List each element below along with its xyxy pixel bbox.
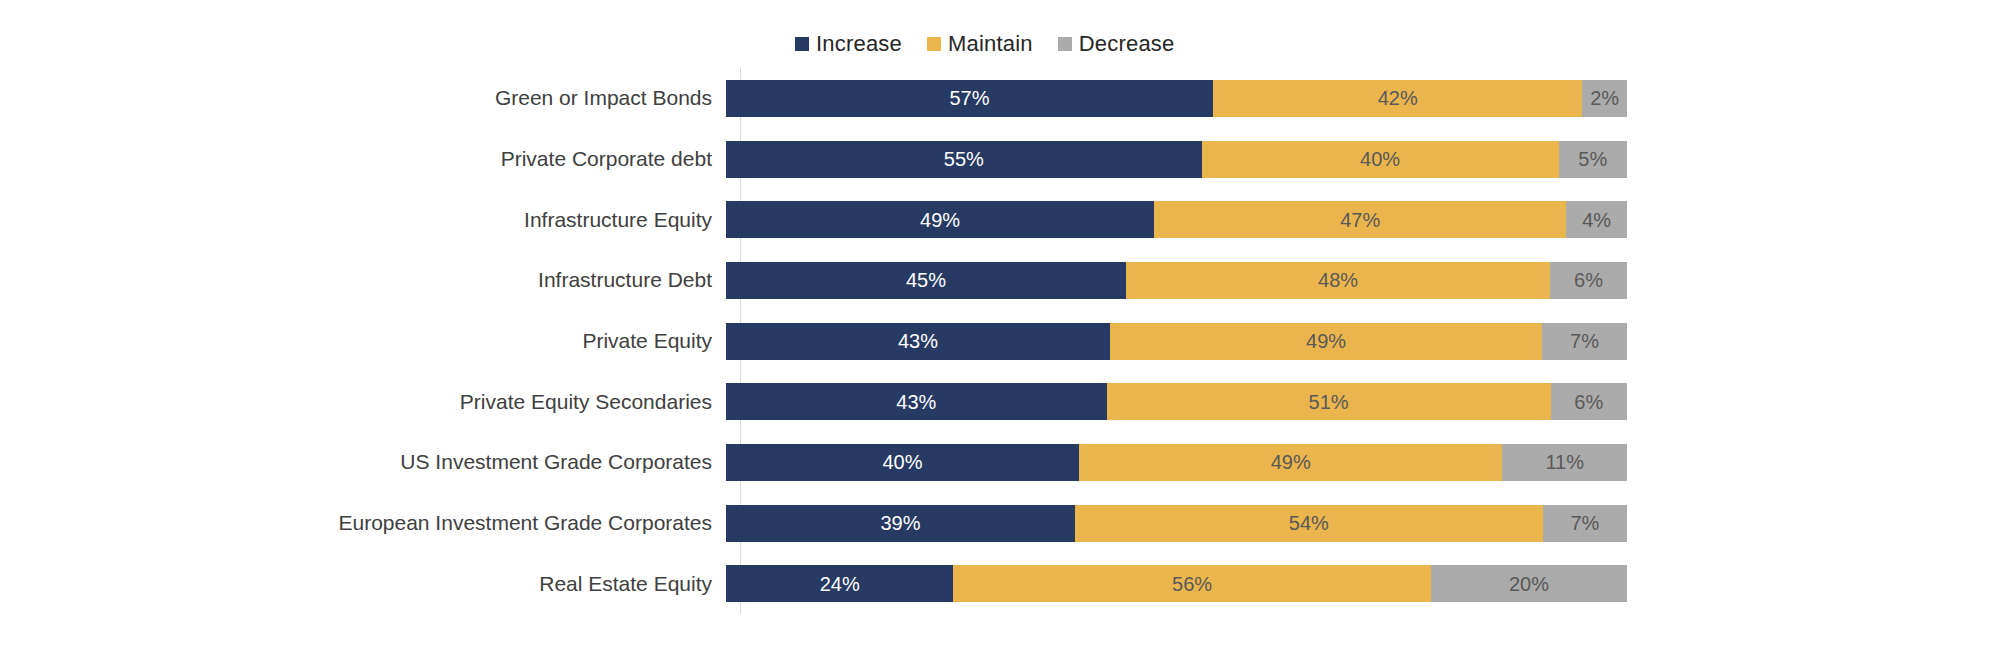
value-label: 45% bbox=[906, 270, 946, 290]
category-label: Green or Impact Bonds bbox=[0, 86, 726, 110]
bar-segment-maintain[interactable]: 54% bbox=[1075, 505, 1543, 542]
value-label: 51% bbox=[1309, 392, 1349, 412]
bar-segment-decrease[interactable]: 2% bbox=[1582, 80, 1627, 117]
value-label: 57% bbox=[949, 88, 989, 108]
bar-segment-maintain[interactable]: 48% bbox=[1126, 262, 1550, 299]
bar-row-european-investment-grade-corporates: European Investment Grade Corporates 39% 5… bbox=[0, 493, 1641, 554]
bar-row-infrastructure-equity: Infrastructure Equity 49% 47% 4% bbox=[0, 189, 1641, 250]
bar-segment-maintain[interactable]: 51% bbox=[1107, 383, 1551, 420]
plot-area: Green or Impact Bonds 57% 42% 2% Private Cor… bbox=[0, 68, 1641, 614]
bar-row-private-equity-secondaries: Private Equity Secondaries 43% 51% 6% bbox=[0, 371, 1641, 432]
value-label: 56% bbox=[1172, 574, 1212, 594]
value-label: 42% bbox=[1378, 88, 1418, 108]
bar-row-infrastructure-debt: Infrastructure Debt 45% 48% 6% bbox=[0, 250, 1641, 311]
stacked-bar: 40% 49% 11% bbox=[726, 444, 1627, 481]
legend-swatch-increase bbox=[795, 37, 809, 51]
value-label: 24% bbox=[820, 574, 860, 594]
value-label: 6% bbox=[1574, 392, 1603, 412]
stacked-bar: 43% 51% 6% bbox=[726, 383, 1627, 420]
value-label: 4% bbox=[1582, 210, 1611, 230]
bar-segment-increase[interactable]: 57% bbox=[726, 80, 1213, 117]
category-label: Private Equity bbox=[0, 329, 726, 353]
bar-segment-maintain[interactable]: 40% bbox=[1202, 141, 1559, 178]
legend-item-increase[interactable]: Increase bbox=[795, 31, 902, 57]
category-label: Infrastructure Debt bbox=[0, 268, 726, 292]
bar-segment-increase[interactable]: 43% bbox=[726, 383, 1107, 420]
bar-segment-increase[interactable]: 40% bbox=[726, 444, 1079, 481]
bar-segment-decrease[interactable]: 4% bbox=[1566, 201, 1627, 238]
value-label: 2% bbox=[1590, 88, 1619, 108]
legend-item-maintain[interactable]: Maintain bbox=[927, 31, 1033, 57]
chart-legend: Increase Maintain Decrease bbox=[795, 31, 1175, 57]
bar-segment-increase[interactable]: 45% bbox=[726, 262, 1126, 299]
value-label: 40% bbox=[1360, 149, 1400, 169]
value-label: 7% bbox=[1570, 513, 1599, 533]
category-label: European Investment Grade Corporates bbox=[0, 511, 726, 535]
value-label: 6% bbox=[1574, 270, 1603, 290]
bar-row-private-equity: Private Equity 43% 49% 7% bbox=[0, 311, 1641, 372]
legend-label: Decrease bbox=[1079, 31, 1175, 57]
value-label: 55% bbox=[944, 149, 984, 169]
value-label: 5% bbox=[1578, 149, 1607, 169]
stacked-bar: 43% 49% 7% bbox=[726, 323, 1627, 360]
bar-segment-maintain[interactable]: 47% bbox=[1154, 201, 1566, 238]
bar-segment-maintain[interactable]: 49% bbox=[1079, 444, 1502, 481]
legend-swatch-decrease bbox=[1058, 37, 1072, 51]
bar-row-green-or-impact-bonds: Green or Impact Bonds 57% 42% 2% bbox=[0, 68, 1641, 129]
category-label: Real Estate Equity bbox=[0, 572, 726, 596]
bar-row-real-estate-equity: Real Estate Equity 24% 56% 20% bbox=[0, 553, 1641, 614]
bar-segment-increase[interactable]: 24% bbox=[726, 565, 953, 602]
stacked-bar: 45% 48% 6% bbox=[726, 262, 1627, 299]
legend-label: Increase bbox=[816, 31, 902, 57]
stacked-bar: 24% 56% 20% bbox=[726, 565, 1627, 602]
bar-segment-increase[interactable]: 55% bbox=[726, 141, 1202, 178]
bar-segment-decrease[interactable]: 20% bbox=[1431, 565, 1627, 602]
value-label: 7% bbox=[1570, 331, 1599, 351]
bar-segment-maintain[interactable]: 49% bbox=[1110, 323, 1542, 360]
value-label: 49% bbox=[1271, 452, 1311, 472]
bar-segment-maintain[interactable]: 56% bbox=[953, 565, 1430, 602]
category-label: Private Corporate debt bbox=[0, 147, 726, 171]
bar-segment-increase[interactable]: 43% bbox=[726, 323, 1110, 360]
value-label: 49% bbox=[920, 210, 960, 230]
bar-segment-decrease[interactable]: 6% bbox=[1550, 262, 1627, 299]
category-label: Infrastructure Equity bbox=[0, 208, 726, 232]
value-label: 49% bbox=[1306, 331, 1346, 351]
bar-row-us-investment-grade-corporates: US Investment Grade Corporates 40% 49% 11% bbox=[0, 432, 1641, 493]
value-label: 47% bbox=[1340, 210, 1380, 230]
bar-segment-decrease[interactable]: 5% bbox=[1559, 141, 1628, 178]
bar-segment-decrease[interactable]: 11% bbox=[1502, 444, 1627, 481]
bar-segment-increase[interactable]: 49% bbox=[726, 201, 1154, 238]
legend-label: Maintain bbox=[948, 31, 1033, 57]
stacked-bar: 49% 47% 4% bbox=[726, 201, 1627, 238]
stacked-bar: 55% 40% 5% bbox=[726, 141, 1627, 178]
stacked-bar: 39% 54% 7% bbox=[726, 505, 1627, 542]
value-label: 43% bbox=[896, 392, 936, 412]
category-label: US Investment Grade Corporates bbox=[0, 450, 726, 474]
bar-segment-decrease[interactable]: 6% bbox=[1551, 383, 1627, 420]
value-label: 11% bbox=[1545, 452, 1584, 472]
category-label: Private Equity Secondaries bbox=[0, 390, 726, 414]
bar-segment-decrease[interactable]: 7% bbox=[1542, 323, 1627, 360]
value-label: 40% bbox=[882, 452, 922, 472]
bar-segment-decrease[interactable]: 7% bbox=[1543, 505, 1627, 542]
legend-item-decrease[interactable]: Decrease bbox=[1058, 31, 1175, 57]
stacked-bar: 57% 42% 2% bbox=[726, 80, 1627, 117]
chart-canvas: Increase Maintain Decrease Green or Impact… bbox=[0, 0, 2001, 667]
bar-segment-increase[interactable]: 39% bbox=[726, 505, 1075, 542]
bar-segment-maintain[interactable]: 42% bbox=[1213, 80, 1582, 117]
value-label: 48% bbox=[1318, 270, 1358, 290]
value-label: 20% bbox=[1509, 574, 1549, 594]
value-label: 39% bbox=[880, 513, 920, 533]
value-label: 43% bbox=[898, 331, 938, 351]
bar-row-private-corporate-debt: Private Corporate debt 55% 40% 5% bbox=[0, 129, 1641, 190]
legend-swatch-maintain bbox=[927, 37, 941, 51]
value-label: 54% bbox=[1289, 513, 1329, 533]
